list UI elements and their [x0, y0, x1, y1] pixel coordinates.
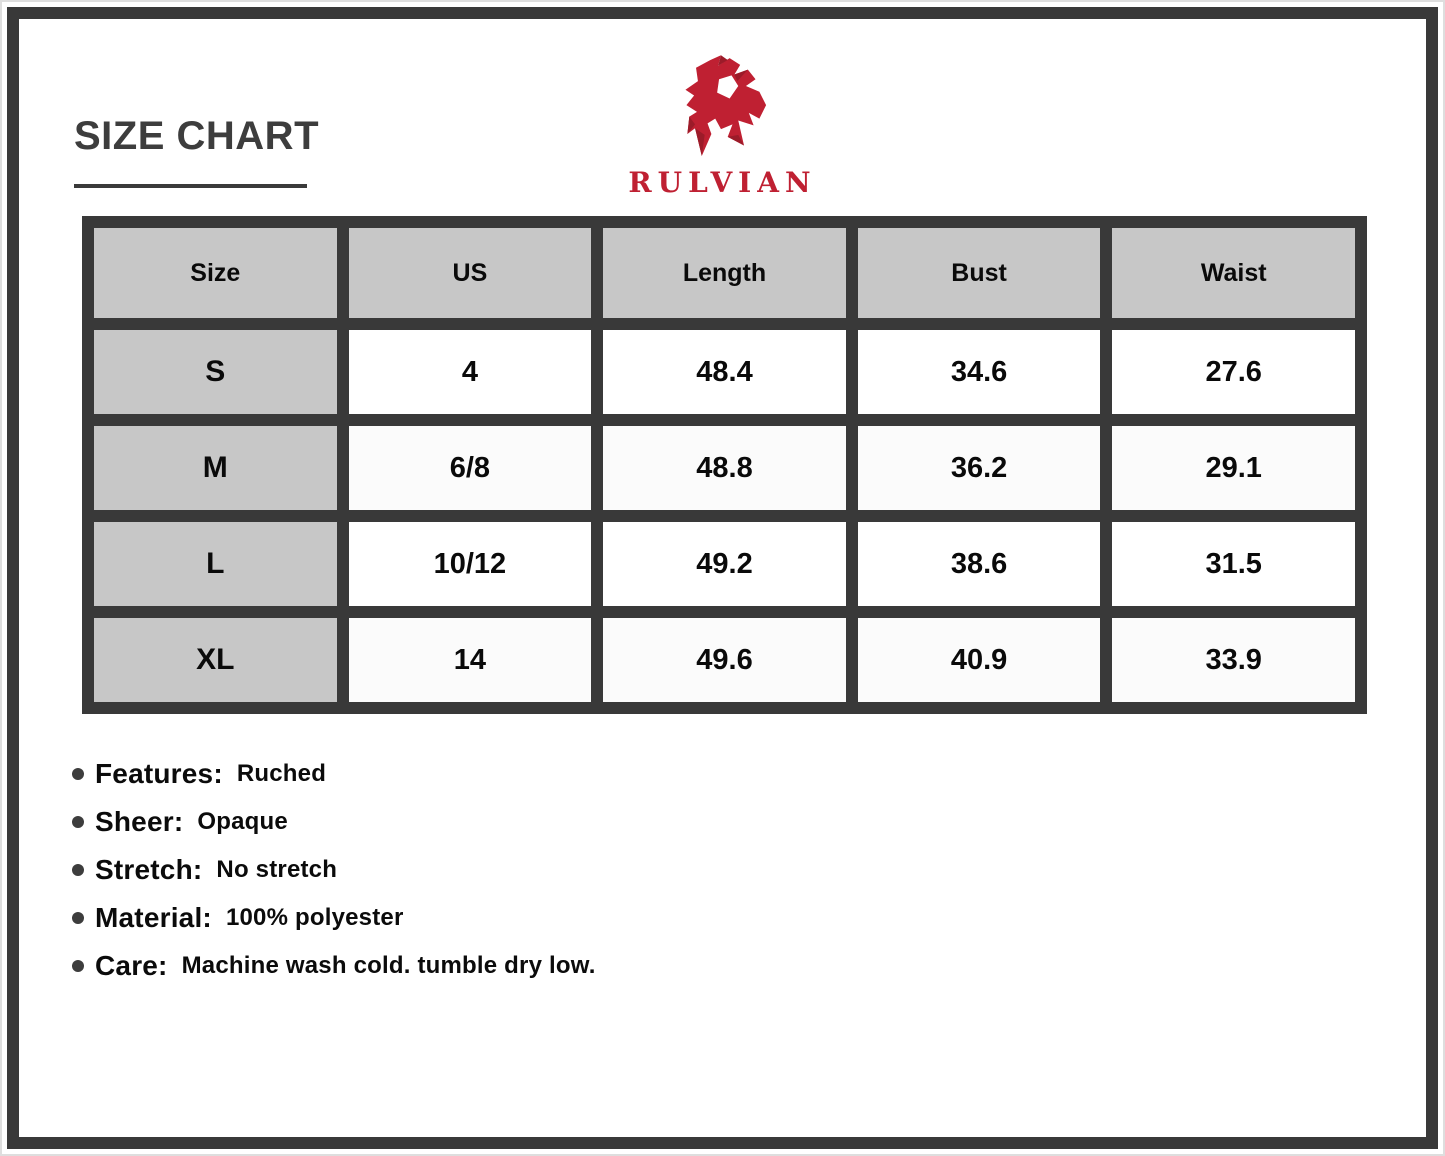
cell-m-us: 6/8: [348, 426, 592, 510]
bullet-icon: [72, 960, 84, 972]
table-row-m: M 6/8 48.8 36.2 29.1: [94, 426, 1355, 510]
bullet-icon: [72, 864, 84, 876]
cell-xl-bust: 40.9: [857, 618, 1101, 702]
cell-xl-length: 49.6: [603, 618, 846, 702]
brand-name: RULVIAN: [628, 166, 817, 199]
detail-label: Material:: [95, 902, 212, 933]
table-row-l: L 10/12 49.2 38.6 31.5: [94, 522, 1355, 606]
detail-value: No stretch: [216, 856, 338, 883]
detail-value: Ruched: [236, 760, 327, 787]
detail-label: Sheer:: [95, 806, 184, 837]
detail-value: 100% polyester: [225, 904, 404, 931]
row-header-m: M: [94, 426, 337, 510]
table-row-xl: XL 14 49.6 40.9 33.9: [94, 618, 1355, 702]
cell-s-length: 48.4: [603, 330, 846, 414]
size-table: Size US Length Bust Waist S 4 48.4 34.6 …: [82, 216, 1367, 714]
cell-m-bust: 36.2: [857, 426, 1101, 510]
detail-item-stretch: Stretch: No stretch: [72, 846, 596, 894]
bullet-icon: [72, 912, 84, 924]
cell-s-waist: 27.6: [1112, 330, 1355, 414]
header-row: Size US Length Bust Waist: [94, 228, 1355, 318]
column-header-size: Size: [94, 228, 337, 318]
detail-value: Machine wash cold. tumble dry low.: [181, 952, 596, 979]
column-header-bust: Bust: [857, 228, 1101, 318]
title-underline: [74, 184, 307, 188]
size-table-body: S 4 48.4 34.6 27.6 M 6/8 48.8 36.2 29.1 …: [94, 330, 1355, 702]
cell-xl-us: 14: [348, 618, 592, 702]
rulvian-r-icon: [685, 55, 766, 157]
detail-label: Care:: [95, 950, 168, 981]
cell-xl-waist: 33.9: [1112, 618, 1355, 702]
product-details-list: Features: Ruched Sheer: Opaque Stretch: …: [72, 750, 596, 990]
brand-logo: RULVIAN: [628, 54, 816, 199]
detail-item-features: Features: Ruched: [72, 750, 596, 798]
column-header-waist: Waist: [1112, 228, 1355, 318]
cell-m-length: 48.8: [603, 426, 846, 510]
detail-item-material: Material: 100% polyester: [72, 894, 596, 942]
cell-s-bust: 34.6: [857, 330, 1101, 414]
cell-l-length: 49.2: [603, 522, 846, 606]
cell-l-bust: 38.6: [857, 522, 1101, 606]
cell-s-us: 4: [348, 330, 592, 414]
size-table-header: Size US Length Bust Waist: [94, 228, 1355, 318]
cell-l-waist: 31.5: [1112, 522, 1355, 606]
row-header-l: L: [94, 522, 337, 606]
column-header-length: Length: [603, 228, 846, 318]
detail-label: Stretch:: [95, 854, 203, 885]
row-header-s: S: [94, 330, 337, 414]
detail-value: Opaque: [197, 808, 288, 835]
table-row-s: S 4 48.4 34.6 27.6: [94, 330, 1355, 414]
cell-m-waist: 29.1: [1112, 426, 1355, 510]
row-header-xl: XL: [94, 618, 337, 702]
bullet-icon: [72, 768, 84, 780]
column-header-us: US: [348, 228, 592, 318]
detail-label: Features:: [95, 758, 223, 789]
page-title: SIZE CHART: [74, 114, 319, 158]
detail-item-sheer: Sheer: Opaque: [72, 798, 596, 846]
detail-item-care: Care: Machine wash cold. tumble dry low.: [72, 942, 596, 990]
bullet-icon: [72, 816, 84, 828]
cell-l-us: 10/12: [348, 522, 592, 606]
